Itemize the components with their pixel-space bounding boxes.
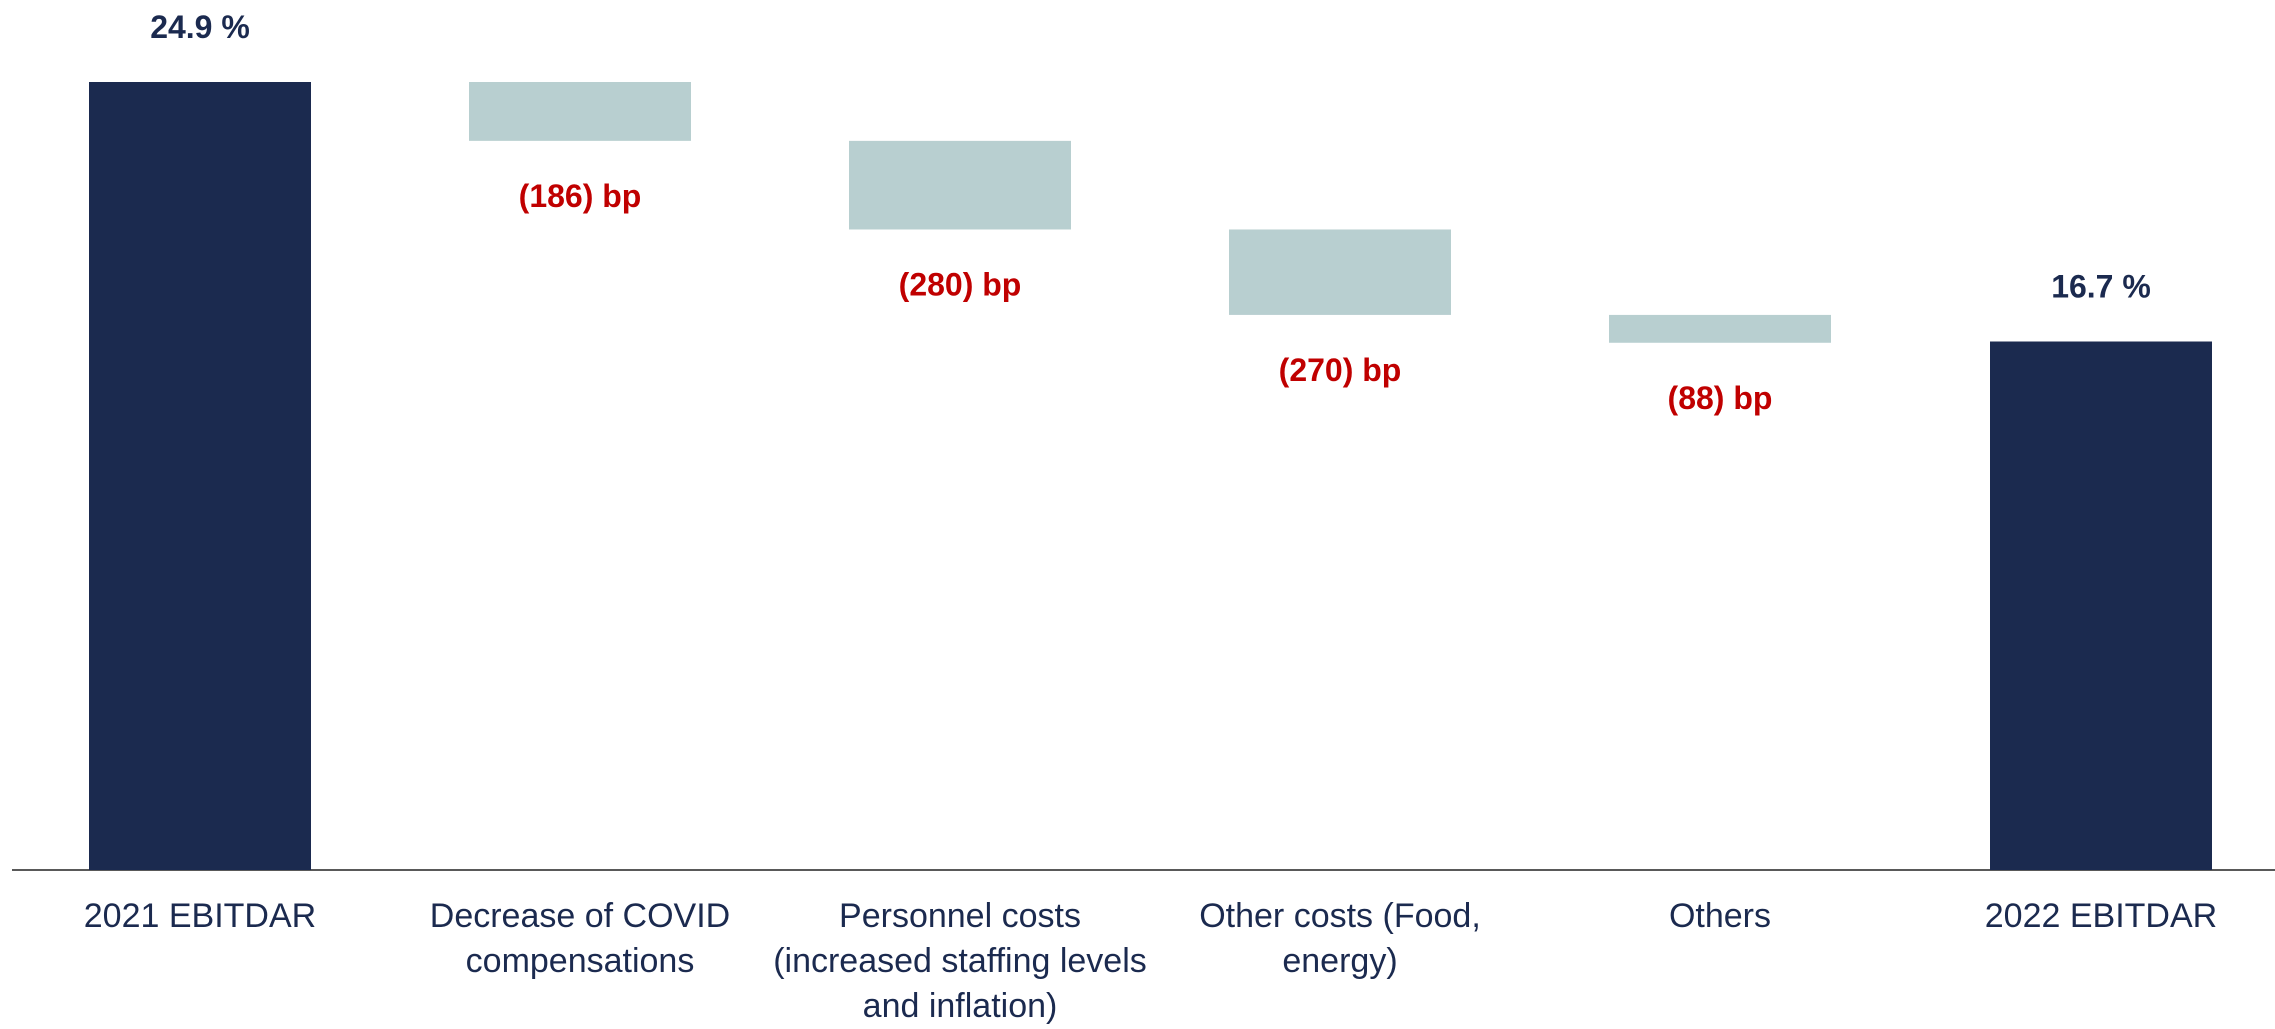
data-label: (280) bp [899,266,1022,302]
category-label: Personnel costs (increased staffing leve… [773,897,1147,1025]
total-bar [89,82,311,870]
category-label: Decrease of COVID compensations [429,897,731,980]
delta-bar [1229,229,1451,315]
delta-bar [1609,314,1831,343]
total-bar [1990,341,2212,870]
category-label: Others [1668,897,1772,935]
data-label: (186) bp [519,178,642,214]
data-label: 24.9 % [150,9,250,45]
delta-bar [849,140,1071,230]
data-label: (88) bp [1668,380,1773,416]
category-label: 2022 EBITDAR [1984,897,2218,935]
delta-bar [469,82,691,141]
data-label: 16.7 % [2051,269,2151,305]
category-label: Other costs (Food, energy) [1199,897,1481,980]
category-label: 2021 EBITDAR [83,897,317,935]
data-label: (270) bp [1279,352,1402,388]
